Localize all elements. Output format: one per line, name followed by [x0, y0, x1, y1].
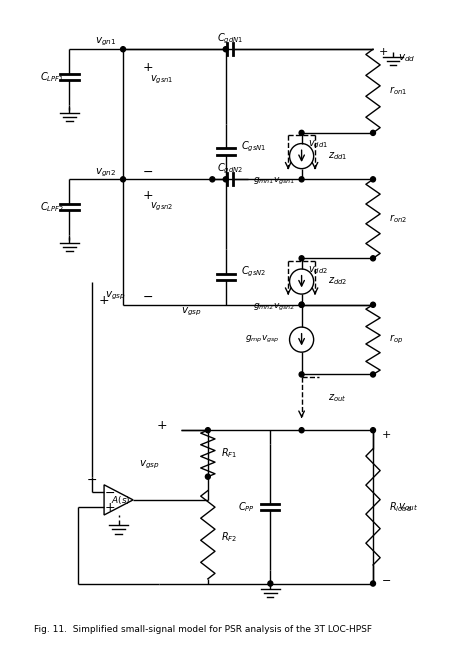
Text: $v_{gsp}$: $v_{gsp}$	[181, 306, 202, 318]
Text: $r_{on1}$: $r_{on1}$	[389, 85, 407, 98]
Text: $+$: $+$	[99, 294, 109, 306]
Text: $z_{out}$: $z_{out}$	[328, 392, 347, 403]
Circle shape	[371, 581, 375, 586]
Text: $R_{load}$: $R_{load}$	[389, 500, 412, 514]
Circle shape	[371, 372, 375, 377]
Circle shape	[299, 302, 304, 307]
Text: $C_{LPF1}$: $C_{LPF1}$	[40, 70, 64, 84]
Text: $-$: $-$	[142, 290, 153, 303]
Text: +: +	[142, 189, 153, 202]
Circle shape	[371, 428, 375, 433]
Text: $R_{F1}$: $R_{F1}$	[221, 447, 237, 461]
Text: $v_{dd1}$: $v_{dd1}$	[308, 138, 328, 150]
Text: $v_{dd2}$: $v_{dd2}$	[308, 264, 328, 276]
Text: $+$: $+$	[156, 419, 168, 432]
Circle shape	[299, 256, 304, 261]
Text: $r_{on2}$: $r_{on2}$	[389, 213, 407, 225]
Text: Fig. 11.  Simplified small-signal model for PSR analysis of the 3T LOC-HPSF: Fig. 11. Simplified small-signal model f…	[35, 625, 373, 634]
Text: $R_{F2}$: $R_{F2}$	[221, 530, 237, 544]
Text: $g_{mn1}v_{gsn1}$: $g_{mn1}v_{gsn1}$	[253, 176, 295, 187]
Text: $C_{gsN1}$: $C_{gsN1}$	[241, 140, 267, 154]
Text: $C_{gsN2}$: $C_{gsN2}$	[241, 265, 267, 279]
Text: $C_{PP}$: $C_{PP}$	[238, 500, 255, 514]
Text: $-$: $-$	[86, 472, 97, 485]
Text: $r_{op}$: $r_{op}$	[389, 333, 403, 346]
Text: $v_{gsp}$: $v_{gsp}$	[139, 459, 160, 471]
Text: $v_{gsn2}$: $v_{gsn2}$	[150, 201, 173, 213]
Text: $-$: $-$	[142, 165, 153, 178]
Text: $v_{dd}$: $v_{dd}$	[398, 52, 415, 64]
Text: $C_{LPF2}$: $C_{LPF2}$	[40, 200, 64, 214]
Circle shape	[299, 428, 304, 433]
Text: $A(s)$: $A(s)$	[111, 494, 131, 506]
Text: $v_{gsp}$: $v_{gsp}$	[105, 289, 126, 302]
Circle shape	[120, 176, 126, 182]
Text: $z_{dd1}$: $z_{dd1}$	[328, 150, 348, 162]
Text: +: +	[142, 61, 153, 74]
Circle shape	[205, 428, 210, 433]
Text: $+$: $+$	[104, 501, 115, 514]
Text: $v_{gn2}$: $v_{gn2}$	[95, 166, 116, 178]
Text: $+$: $+$	[381, 430, 391, 440]
Text: +: +	[378, 47, 388, 56]
Circle shape	[299, 131, 304, 135]
Text: $z_{dd2}$: $z_{dd2}$	[328, 276, 348, 287]
Circle shape	[120, 47, 126, 52]
Text: $v_{out}$: $v_{out}$	[398, 501, 418, 513]
Text: $v_{gsn1}$: $v_{gsn1}$	[150, 73, 173, 86]
Circle shape	[268, 581, 273, 586]
Circle shape	[371, 302, 375, 307]
Circle shape	[223, 176, 228, 182]
Text: $v_{gn1}$: $v_{gn1}$	[95, 36, 116, 49]
Circle shape	[299, 302, 304, 307]
Circle shape	[371, 131, 375, 135]
Circle shape	[205, 474, 210, 480]
Text: $g_{mp}v_{gsp}$: $g_{mp}v_{gsp}$	[245, 334, 279, 345]
Text: $-$: $-$	[104, 486, 115, 499]
Text: $-$: $-$	[381, 574, 391, 584]
Circle shape	[299, 372, 304, 377]
Text: $C_{gdN2}$: $C_{gdN2}$	[217, 162, 243, 176]
Text: $g_{mn2}v_{gsn2}$: $g_{mn2}v_{gsn2}$	[253, 302, 295, 313]
Circle shape	[371, 176, 375, 182]
Circle shape	[371, 256, 375, 261]
Circle shape	[210, 176, 215, 182]
Text: $C_{gdN1}$: $C_{gdN1}$	[217, 32, 243, 46]
Circle shape	[299, 176, 304, 182]
Circle shape	[223, 47, 228, 52]
